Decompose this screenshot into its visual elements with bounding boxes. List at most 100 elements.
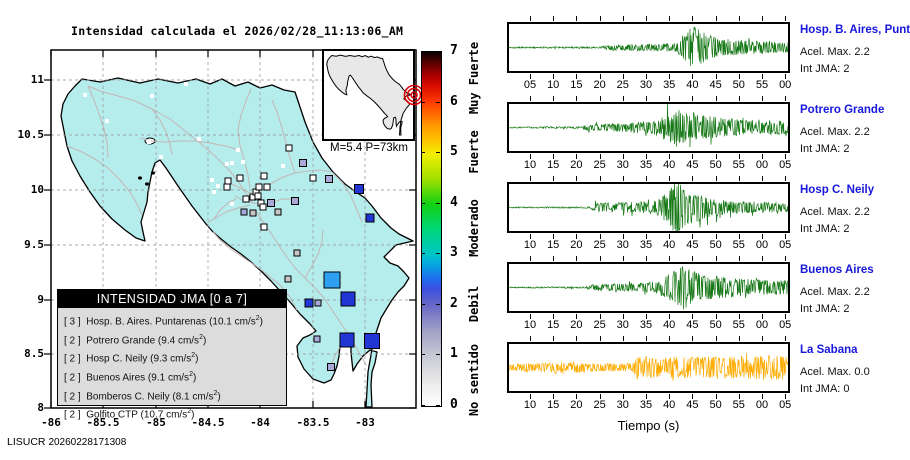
panel-tick [553, 74, 555, 79]
panel-tick [599, 256, 601, 261]
panel-tick [646, 234, 647, 239]
panel-tick [715, 336, 717, 341]
seismogram-x-axis-title: Tiempo (s) [617, 418, 680, 433]
panel-tick [692, 314, 694, 319]
panel-tick [669, 314, 671, 319]
station-accel-label: Acel. Max. 0.0 [800, 366, 870, 378]
gulf-island [138, 176, 142, 180]
colorbar-tick [436, 303, 440, 305]
waveform-trace [508, 183, 789, 235]
panel-tick [715, 394, 717, 399]
station-marker [365, 213, 375, 223]
panel-x-tick-label: 35 [639, 399, 653, 411]
station-marker [240, 208, 248, 216]
colorbar-tick [436, 253, 440, 255]
panel-tick [599, 96, 601, 101]
station-marker [281, 164, 285, 168]
panel-tick [738, 234, 740, 239]
footer-code: 20260228171308 [48, 437, 127, 448]
panel-tick [622, 314, 624, 319]
colorbar-tick [421, 202, 425, 204]
panel-x-tick-label: 45 [709, 79, 722, 91]
panel-x-tick-label: 00 [755, 399, 769, 411]
panel-tick [738, 96, 740, 101]
station-marker [354, 184, 364, 194]
map-y-tick-label: 9 [37, 293, 44, 306]
panel-tick [692, 234, 694, 239]
panel-tick [762, 154, 763, 159]
panel-tick [530, 96, 531, 101]
station-marker [259, 203, 267, 211]
panel-x-tick-label: 05 [779, 239, 792, 251]
station-name-label: Potrero Grande [800, 104, 885, 116]
panel-tick [738, 176, 740, 181]
panel-tick [692, 154, 694, 159]
panel-x-tick-label: 20 [570, 239, 583, 251]
station-marker [314, 299, 322, 307]
panel-tick [599, 394, 601, 399]
map-y-tick-label: 9.5 [24, 238, 44, 251]
panel-x-tick-label: 20 [593, 79, 606, 91]
panel-x-tick-label: 45 [686, 159, 699, 171]
event-magnitude-depth-label: M=5.4 P=73km [330, 142, 408, 154]
colorbar-tick-label: 6 [450, 93, 458, 109]
costa-rica-landmass [60, 77, 414, 408]
waveform-trace [508, 266, 789, 310]
panel-tick [762, 16, 763, 21]
panel-tick [762, 336, 763, 341]
panel-tick [646, 256, 647, 261]
panel-tick [553, 234, 555, 239]
panel-x-tick-label: 05 [779, 399, 792, 411]
panel-tick [669, 394, 671, 399]
panel-x-tick-label: 10 [547, 79, 560, 91]
panel-tick [622, 74, 624, 79]
station-marker [254, 192, 262, 200]
panel-tick [669, 154, 671, 159]
panel-x-tick-label: 45 [686, 239, 699, 251]
gulf-island [151, 171, 155, 175]
panel-tick [738, 256, 740, 261]
panel-x-tick-label: 15 [547, 399, 560, 411]
station-marker [267, 199, 275, 207]
panel-x-tick-label: 55 [755, 79, 769, 91]
colorbar-tick [421, 303, 425, 305]
panel-x-tick-label: 30 [616, 159, 629, 171]
panel-tick [553, 314, 555, 319]
panel-tick [762, 96, 763, 101]
seismogram-panel [507, 182, 790, 235]
station-marker [255, 183, 263, 191]
panel-tick [553, 96, 555, 101]
panel-tick [669, 256, 671, 261]
station-marker [230, 161, 234, 165]
panel-tick [692, 394, 694, 399]
station-marker [263, 183, 271, 191]
colorbar-tick [436, 405, 440, 406]
panel-tick [669, 16, 671, 21]
panel-tick [553, 16, 555, 21]
panel-x-tick-label: 25 [593, 239, 606, 251]
station-marker [210, 178, 214, 182]
panel-x-tick-label: 55 [732, 159, 745, 171]
colorbar-tick-label: 1 [450, 346, 458, 362]
panel-tick [646, 74, 647, 79]
panel-tick [785, 234, 787, 239]
colorbar-category-label: Muy Fuerte [467, 41, 481, 115]
panel-tick [762, 314, 763, 319]
panel-tick [530, 176, 531, 181]
panel-tick [599, 74, 601, 79]
panel-tick [553, 176, 555, 181]
panel-tick [738, 314, 740, 319]
panel-tick [669, 234, 671, 239]
legend-item-list: [ 3 ] Hosp. B. Aires. Puntarenas (10.1 c… [58, 308, 286, 423]
panel-tick [715, 314, 717, 319]
panel-tick [738, 74, 740, 79]
panel-tick [785, 16, 787, 21]
panel-tick [530, 154, 531, 159]
colorbar-tick [436, 202, 440, 204]
panel-x-tick-label: 55 [732, 319, 745, 331]
panel-x-tick-label: 25 [616, 79, 629, 91]
colorbar-tick [436, 101, 440, 103]
panel-tick [762, 176, 763, 181]
panel-x-tick-label: 15 [547, 239, 560, 251]
panel-tick [669, 336, 671, 341]
